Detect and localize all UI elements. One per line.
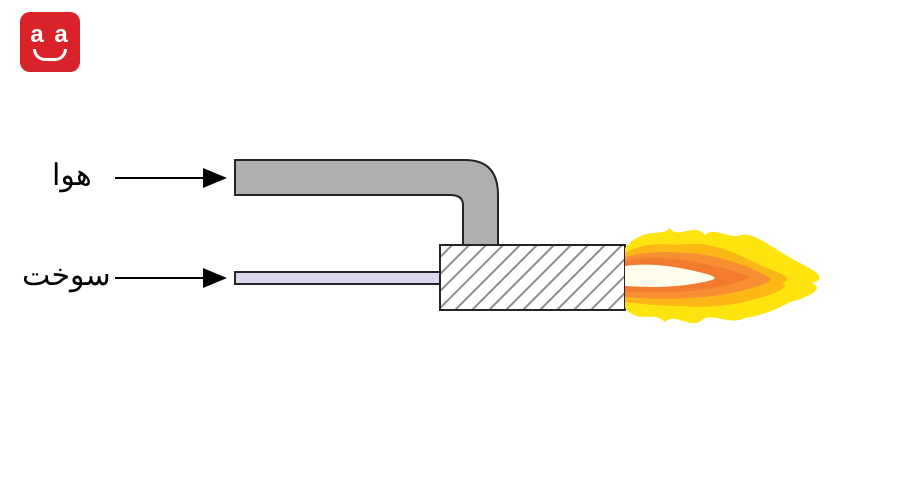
fuel-label: سوخت [22, 258, 111, 293]
fuel-pipe [235, 272, 440, 284]
air-label: هوا [52, 158, 92, 193]
air-pipe [235, 160, 498, 245]
flame [625, 228, 820, 323]
mixing-chamber [440, 245, 625, 310]
burner-diagram [0, 0, 900, 500]
